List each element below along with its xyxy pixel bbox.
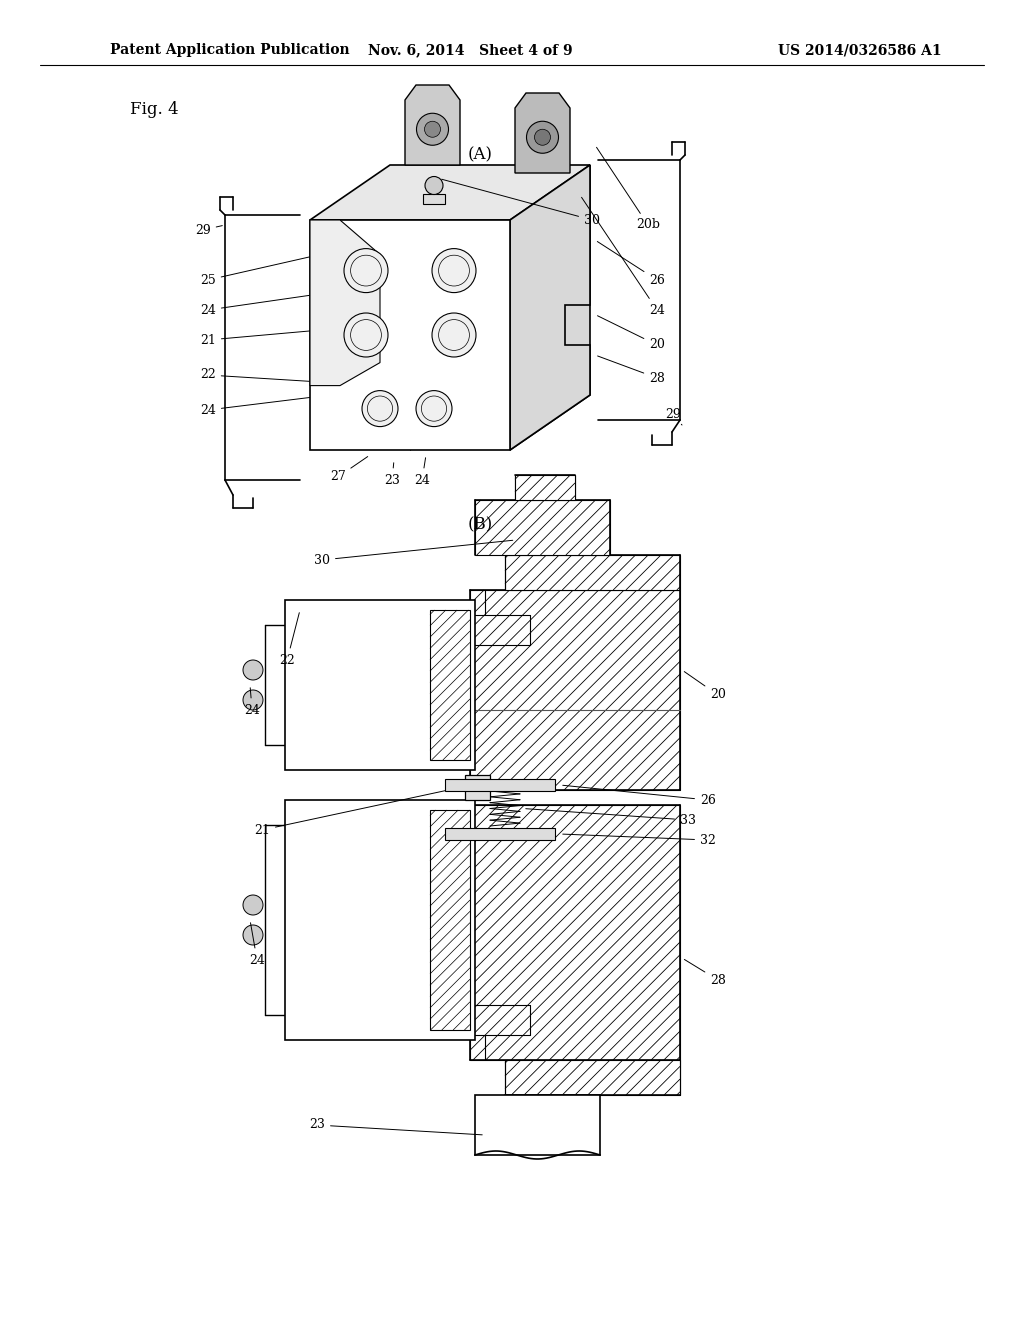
- Text: (B): (B): [467, 516, 493, 533]
- Polygon shape: [510, 165, 590, 450]
- Text: 24: 24: [414, 458, 430, 487]
- Bar: [465, 775, 490, 800]
- Text: 20: 20: [597, 315, 665, 351]
- Text: 30: 30: [314, 540, 513, 566]
- Text: 22: 22: [280, 612, 299, 667]
- Text: 24: 24: [582, 197, 665, 317]
- Circle shape: [362, 391, 398, 426]
- Circle shape: [432, 313, 476, 356]
- Text: 24: 24: [200, 293, 328, 317]
- Bar: [470, 590, 680, 789]
- Circle shape: [425, 121, 440, 137]
- Text: 4: 4: [335, 260, 342, 271]
- Text: 24: 24: [244, 688, 260, 717]
- Text: 1: 1: [358, 399, 366, 408]
- Circle shape: [432, 248, 476, 293]
- Text: 25: 25: [200, 251, 337, 286]
- Text: US 2014/0326586 A1: US 2014/0326586 A1: [778, 44, 942, 57]
- Text: 3: 3: [335, 325, 342, 335]
- Text: 22: 22: [200, 368, 328, 383]
- Bar: [423, 194, 445, 203]
- Text: 28: 28: [598, 356, 665, 384]
- Bar: [505, 1060, 680, 1096]
- Bar: [475, 1096, 600, 1155]
- Circle shape: [425, 177, 443, 194]
- Text: 28: 28: [684, 960, 726, 986]
- Bar: [505, 554, 680, 590]
- Text: 29: 29: [665, 408, 682, 425]
- Circle shape: [416, 391, 452, 426]
- Bar: [285, 800, 475, 1040]
- Circle shape: [526, 121, 558, 153]
- Text: No: No: [441, 271, 456, 280]
- Polygon shape: [515, 92, 570, 173]
- Bar: [515, 475, 575, 500]
- Text: 30: 30: [441, 180, 600, 227]
- Bar: [430, 810, 470, 1030]
- Bar: [430, 610, 470, 760]
- Bar: [470, 805, 680, 1060]
- Text: 24: 24: [200, 395, 328, 417]
- Bar: [445, 828, 555, 840]
- Text: 26: 26: [597, 242, 665, 286]
- Polygon shape: [310, 220, 510, 450]
- Text: 29: 29: [195, 223, 222, 236]
- Text: 21: 21: [254, 788, 458, 837]
- Circle shape: [535, 129, 551, 145]
- Circle shape: [344, 313, 388, 356]
- Circle shape: [417, 114, 449, 145]
- Circle shape: [243, 895, 263, 915]
- Text: 23: 23: [309, 1118, 482, 1135]
- Text: 27: 27: [330, 457, 368, 483]
- Text: 20b: 20b: [597, 148, 660, 231]
- Text: Fig. 4: Fig. 4: [130, 102, 178, 119]
- Polygon shape: [310, 165, 590, 220]
- Text: 21: 21: [200, 327, 347, 346]
- Bar: [475, 500, 610, 554]
- Text: (A): (A): [468, 147, 493, 164]
- Polygon shape: [510, 165, 590, 450]
- Circle shape: [243, 925, 263, 945]
- Bar: [285, 601, 475, 770]
- Circle shape: [344, 248, 388, 293]
- Polygon shape: [310, 220, 380, 385]
- Text: Patent Application Publication: Patent Application Publication: [110, 44, 349, 57]
- Text: 26: 26: [563, 785, 716, 807]
- Circle shape: [243, 660, 263, 680]
- Text: 23: 23: [384, 463, 400, 487]
- Circle shape: [243, 690, 263, 710]
- Polygon shape: [406, 84, 460, 165]
- Text: 24: 24: [249, 923, 265, 966]
- Text: 2: 2: [419, 399, 425, 408]
- Text: 20: 20: [684, 672, 726, 701]
- Text: 33: 33: [525, 809, 696, 826]
- Text: Nov. 6, 2014   Sheet 4 of 9: Nov. 6, 2014 Sheet 4 of 9: [368, 44, 572, 57]
- Text: 32: 32: [563, 833, 716, 846]
- Bar: [445, 779, 555, 791]
